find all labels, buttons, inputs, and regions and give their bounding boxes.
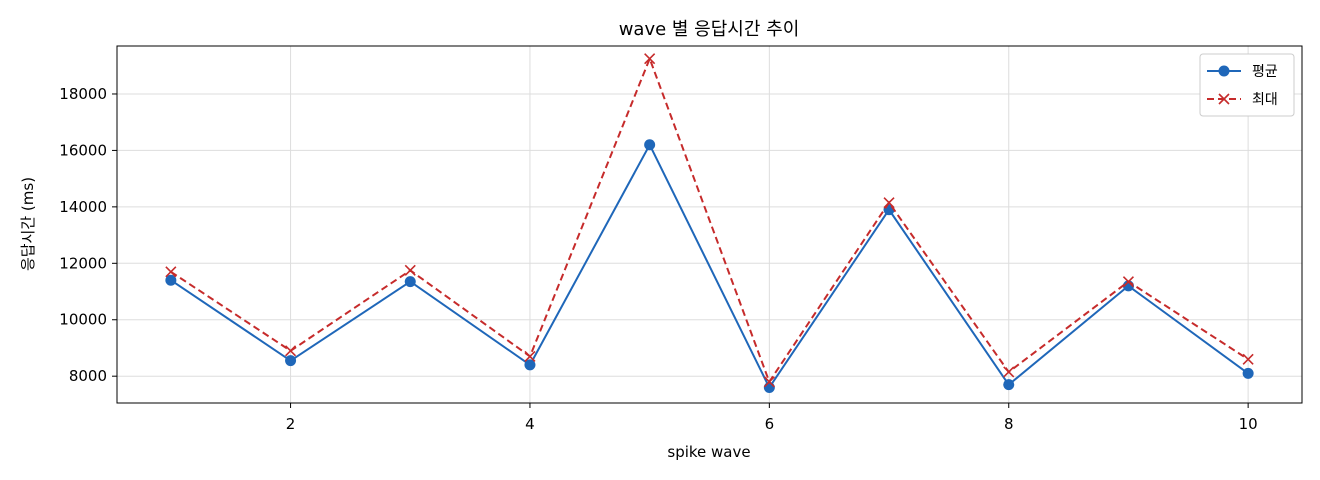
plot-frame <box>116 45 1303 404</box>
legend-label: 평균 <box>1252 64 1278 80</box>
data-point <box>404 264 416 276</box>
data-point <box>165 266 177 278</box>
data-point <box>1003 366 1015 378</box>
data-point <box>524 359 536 371</box>
data-point <box>1242 353 1254 365</box>
data-point <box>1122 276 1135 288</box>
data-point <box>763 381 775 393</box>
data-point <box>165 274 177 286</box>
y-tick-label: 8000 <box>69 367 107 385</box>
x-tick-label: 6 <box>765 415 775 433</box>
data-point <box>1242 367 1254 379</box>
axis-ticks: 2 4 6 8 10 8000 10000 12000 14000 16000 18000 <box>59 85 1257 433</box>
data-point <box>644 139 656 151</box>
legend-box <box>1199 53 1295 117</box>
y-tick-label: 16000 <box>59 141 107 159</box>
data-point <box>644 53 656 65</box>
x-tick-label: 8 <box>1004 415 1014 433</box>
data-point <box>285 355 297 367</box>
data-point <box>404 276 416 288</box>
data-point <box>524 350 536 363</box>
series-line <box>170 142 1249 390</box>
data-point <box>284 345 297 357</box>
series-1 <box>165 139 1254 393</box>
series-layer <box>165 53 1254 393</box>
x-axis-label: spike wave <box>667 443 750 461</box>
data-point <box>883 197 895 209</box>
legend-label: 최대 <box>1252 92 1278 108</box>
y-axis-label: 응답시간 (ms) <box>19 177 37 271</box>
grid-lines <box>117 46 1302 403</box>
y-tick-label: 10000 <box>59 311 107 329</box>
y-tick-label: 12000 <box>59 254 107 272</box>
data-point <box>1003 379 1015 391</box>
legend-marker <box>1218 65 1230 77</box>
x-tick-label: 10 <box>1239 415 1258 433</box>
y-tick-label: 18000 <box>59 85 107 103</box>
data-point <box>763 376 775 388</box>
y-tick-label: 14000 <box>59 198 107 216</box>
series-line <box>170 55 1249 384</box>
x-tick-label: 2 <box>286 415 296 433</box>
series-2 <box>165 53 1254 388</box>
legend-marker <box>1218 93 1230 105</box>
chart-title: wave 별 응답시간 추이 <box>619 19 800 40</box>
x-tick-label: 4 <box>525 415 535 433</box>
